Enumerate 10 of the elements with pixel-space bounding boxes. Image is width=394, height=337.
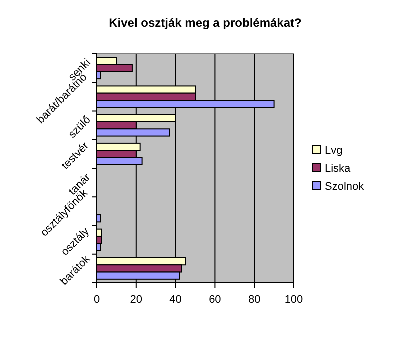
legend-label: Liska <box>325 163 352 175</box>
x-tick-label: 60 <box>209 294 222 306</box>
legend-label: Szolnok <box>325 181 365 193</box>
x-tick-label: 20 <box>130 294 143 306</box>
chart-title: Kivel osztják meg a problémákat? <box>109 16 302 30</box>
x-tick-label: 100 <box>284 294 304 306</box>
x-tick-label: 40 <box>170 294 182 306</box>
legend-label: Lvg <box>325 145 343 157</box>
x-tick-label: 0 <box>94 294 100 306</box>
x-tick-label: 80 <box>248 294 261 306</box>
